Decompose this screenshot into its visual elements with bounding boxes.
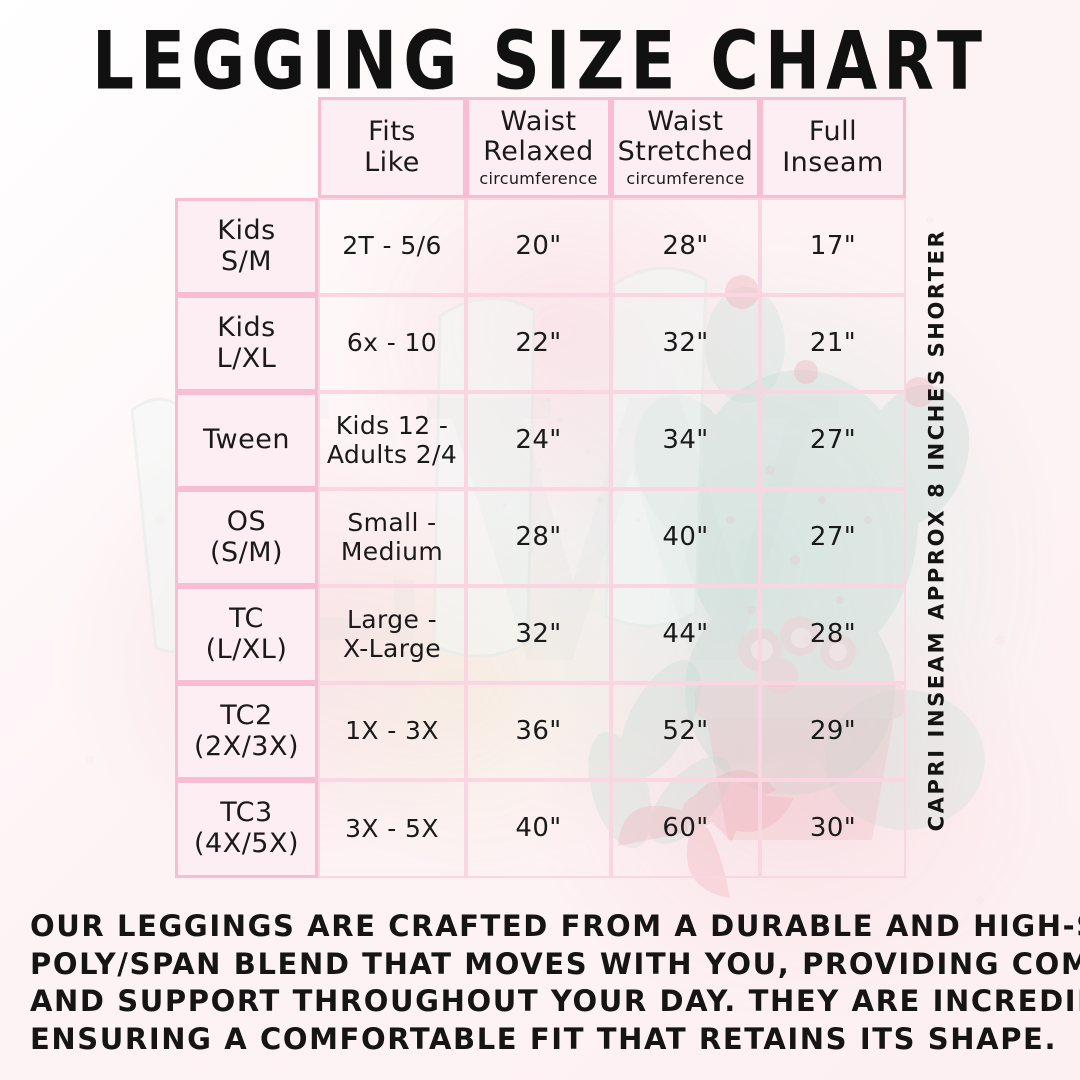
cell-fits-like-line2: X-Large: [342, 633, 442, 663]
cell-fits-like: Large - X-Large: [318, 586, 466, 683]
footer-line-4: ENSURING A COMFORTABLE FIT THAT RETAINS …: [30, 1022, 1058, 1057]
cell-fits-like: 6x - 10: [318, 295, 466, 392]
cell-fits-like-line1: Kids 12 -: [335, 411, 449, 440]
cell-fits-like-line2: Adults 2/4: [326, 439, 458, 469]
footer-description: OUR LEGGINGS ARE CRAFTED FROM A DURABLE …: [30, 908, 1080, 1059]
header-fits-like-line2: Like: [364, 146, 420, 178]
cell-waist-relaxed: 36": [466, 683, 611, 780]
cell-waist-relaxed: 32": [466, 586, 611, 683]
cell-waist-stretched: 28": [611, 198, 760, 295]
header-waist-stretched-line1: Waist: [647, 105, 724, 137]
header-full-inseam-line1: Full: [808, 115, 858, 147]
row-label-line1: OS: [226, 505, 267, 537]
cell-fits-like: 2T - 5/6: [318, 198, 466, 295]
footer-line-3: AND SUPPORT THROUGHOUT YOUR DAY. THEY AR…: [30, 984, 1080, 1019]
footer-line-2: POLY/SPAN BLEND THAT MOVES WITH YOU, PRO…: [30, 946, 1080, 981]
header-waist-stretched: Waist Stretched circumference: [611, 97, 760, 198]
row-label-line2: (S/M): [209, 536, 284, 568]
page-title: LEGGING SIZE CHART: [91, 14, 989, 108]
cell-fits-like-line1: 6x - 10: [346, 328, 438, 358]
row-label-line1: TC: [229, 602, 264, 634]
header-waist-stretched-line2: Stretched: [617, 136, 754, 168]
cell-fits-like: Small - Medium: [318, 489, 466, 586]
row-label: Kids S/M: [175, 198, 318, 295]
row-label: TC (L/XL): [175, 586, 318, 683]
cell-waist-relaxed: 20": [466, 198, 611, 295]
size-chart-table: Fits Like Waist Relaxed circumference Wa…: [175, 97, 906, 878]
cell-full-inseam: 21": [760, 295, 906, 392]
row-label-line1: Tween: [203, 424, 290, 456]
row-label-line2: L/XL: [216, 342, 277, 374]
cell-full-inseam: 27": [760, 392, 906, 489]
cell-fits-like: Kids 12 - Adults 2/4: [318, 392, 466, 489]
capri-inseam-note: CAPRI INSEAM APPROX 8 INCHES SHORTER: [913, 229, 959, 832]
header-fits-like-line1: Fits: [368, 115, 416, 147]
cell-waist-stretched: 40": [611, 489, 760, 586]
cell-waist-relaxed: 22": [466, 295, 611, 392]
cell-waist-relaxed: 24": [466, 392, 611, 489]
header-waist-relaxed-line2: Relaxed: [483, 136, 594, 168]
cell-fits-like-line1: 1X - 3X: [345, 716, 439, 746]
cell-waist-relaxed: 40": [466, 780, 611, 878]
header-waist-stretched-sub: circumference: [626, 169, 745, 189]
cell-full-inseam: 29": [760, 683, 906, 780]
row-label-line1: TC2: [220, 699, 273, 731]
header-waist-relaxed: Waist Relaxed circumference: [466, 97, 611, 198]
cell-waist-stretched: 32": [611, 295, 760, 392]
cell-full-inseam: 17": [760, 198, 906, 295]
cell-fits-like: 1X - 3X: [318, 683, 466, 780]
row-label: Kids L/XL: [175, 295, 318, 392]
row-label-line2: (2X/3X): [193, 730, 299, 762]
cell-fits-like-line1: 3X - 5X: [345, 813, 439, 843]
row-label-line2: (4X/5X): [193, 828, 299, 859]
header-waist-relaxed-sub: circumference: [479, 169, 598, 189]
cell-full-inseam: 28": [760, 586, 906, 683]
cell-fits-like-line1: 2T - 5/6: [342, 231, 442, 261]
row-label: TC2 (2X/3X): [175, 683, 318, 780]
row-label: Tween: [175, 392, 318, 489]
cell-full-inseam: 27": [760, 489, 906, 586]
header-full-inseam: Full Inseam: [760, 97, 906, 198]
row-label-line2: S/M: [220, 245, 273, 277]
footer-line-1: OUR LEGGINGS ARE CRAFTED FROM A DURABLE …: [30, 909, 1080, 943]
row-label: TC3 (4X/5X): [175, 780, 318, 878]
header-fits-like: Fits Like: [318, 97, 466, 198]
cell-full-inseam: 30": [760, 780, 906, 878]
cell-fits-like-line1: Large -: [346, 605, 438, 634]
row-label-line1: Kids: [217, 214, 276, 246]
header-waist-relaxed-line1: Waist: [500, 105, 577, 137]
row-label-line1: Kids: [217, 311, 276, 343]
cell-waist-stretched: 52": [611, 683, 760, 780]
cell-waist-stretched: 44": [611, 586, 760, 683]
cell-waist-stretched: 60": [611, 780, 760, 878]
row-label-line1: TC3: [220, 797, 273, 829]
header-full-inseam-line2: Inseam: [782, 146, 884, 178]
cell-fits-like-line2: Medium: [340, 536, 444, 566]
cell-waist-relaxed: 28": [466, 489, 611, 586]
cell-fits-like-line1: Small -: [347, 508, 437, 537]
row-label: OS (S/M): [175, 489, 318, 586]
cell-waist-stretched: 34": [611, 392, 760, 489]
capri-inseam-note-text: CAPRI INSEAM APPROX 8 INCHES SHORTER: [924, 228, 948, 832]
cell-fits-like: 3X - 5X: [318, 780, 466, 878]
row-label-line2: (L/XL): [205, 633, 288, 665]
